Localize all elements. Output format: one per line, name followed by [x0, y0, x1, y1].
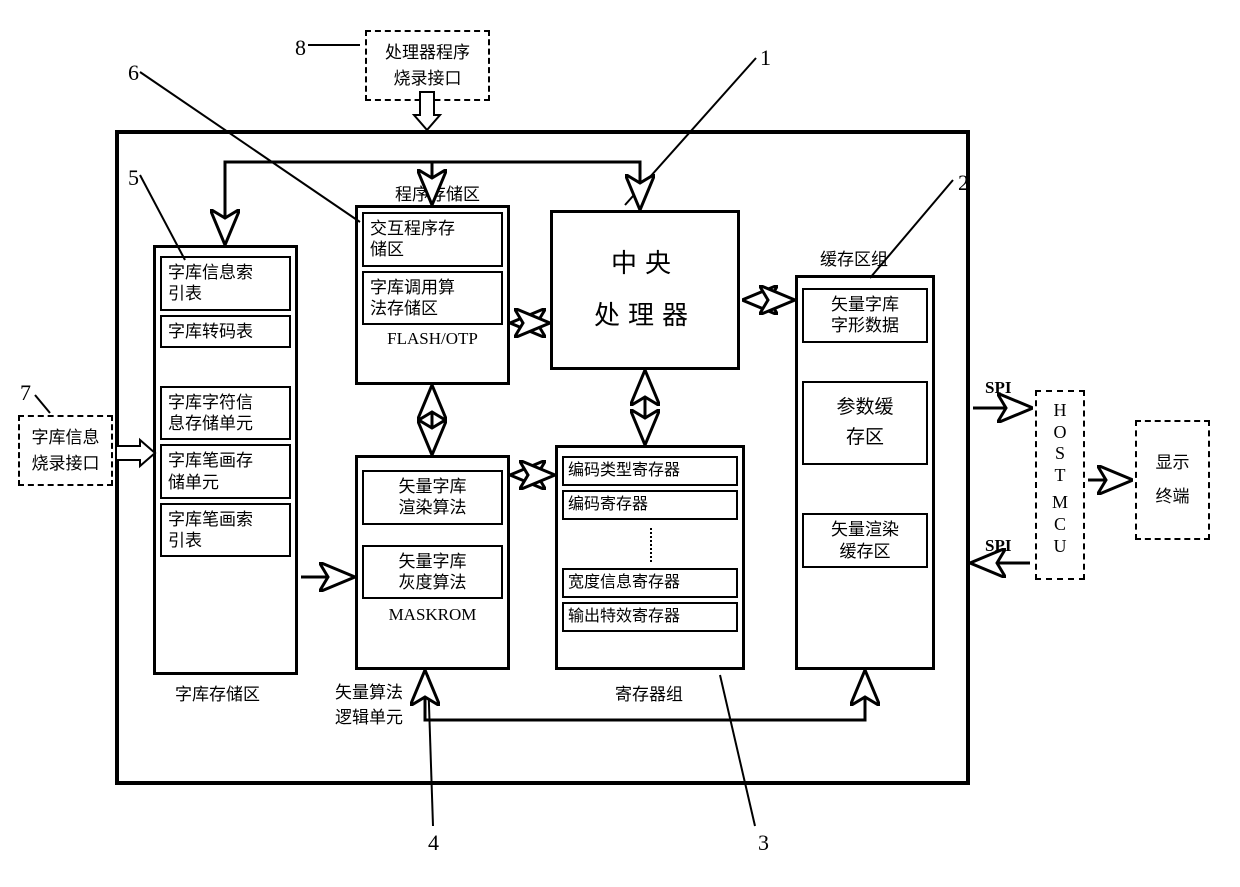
prog-storage-box: 交互程序存储区 字库调用算法存储区 FLASH/OTP [355, 205, 510, 385]
callout-6: 6 [128, 60, 139, 86]
cpu-label: 中央处理器 [594, 238, 696, 342]
font-b4: 字库笔画存储单元 [160, 444, 291, 499]
cpu-box: 中央处理器 [550, 210, 740, 370]
spi-bottom: SPI [985, 536, 1011, 556]
reg-b2: 编码寄存器 [562, 490, 738, 520]
prog-box1: 交互程序存储区 [362, 212, 503, 267]
display-terminal-label: 显示终端 [1156, 446, 1190, 514]
cache-b1: 矢量字库字形数据 [802, 288, 928, 343]
display-terminal-box: 显示终端 [1135, 420, 1210, 540]
font-storage-box: 字库信息索引表 字库转码表 字库字符信息存储单元 字库笔画存储单元 字库笔画索引… [153, 245, 298, 675]
spi-top: SPI [985, 378, 1011, 398]
reg-b1: 编码类型寄存器 [562, 456, 738, 486]
callout-7: 7 [20, 380, 31, 406]
prog-sub: FLASH/OTP [358, 329, 507, 349]
cache-box: 矢量字库字形数据 参数缓存区 矢量渲染缓存区 [795, 275, 935, 670]
maskrom-sub: MASKROM [358, 605, 507, 625]
callout-5: 5 [128, 165, 139, 191]
register-box: 编码类型寄存器 编码寄存器 宽度信息寄存器 输出特效寄存器 [555, 445, 745, 670]
proc-burn-label: 处理器程序烧录接口 [385, 43, 470, 88]
reg-b4: 输出特效寄存器 [562, 602, 738, 632]
callout-1: 1 [760, 45, 771, 71]
font-burn-label: 字库信息烧录接口 [32, 428, 100, 473]
proc-burn-box: 处理器程序烧录接口 [365, 30, 490, 101]
font-burn-box: 字库信息烧录接口 [18, 415, 113, 486]
font-storage-title: 字库存储区 [175, 680, 260, 705]
prog-box2: 字库调用算法存储区 [362, 271, 503, 326]
reg-b3: 宽度信息寄存器 [562, 568, 738, 598]
prog-storage-title: 程序存储区 [395, 180, 480, 205]
maskrom-b1: 矢量字库渲染算法 [362, 470, 503, 525]
maskrom-box: 矢量字库渲染算法 矢量字库灰度算法 MASKROM [355, 455, 510, 670]
callout-3: 3 [758, 830, 769, 856]
cache-b3: 矢量渲染缓存区 [802, 513, 928, 568]
diagram-root: 处理器程序烧录接口 字库信息烧录接口 HOSTMCU 显示终端 中央处理器 程序… [0, 0, 1240, 887]
font-b2: 字库转码表 [160, 315, 291, 348]
font-b3: 字库字符信息存储单元 [160, 386, 291, 441]
maskrom-below1: 矢量算法 [335, 678, 403, 703]
maskrom-below2: 逻辑单元 [335, 703, 403, 728]
maskrom-b2: 矢量字库灰度算法 [362, 545, 503, 600]
cache-title: 缓存区组 [820, 245, 888, 270]
register-title: 寄存器组 [615, 680, 683, 705]
font-b5: 字库笔画索引表 [160, 503, 291, 558]
callout-4: 4 [428, 830, 439, 856]
callout-2: 2 [958, 170, 969, 196]
cache-b2: 参数缓存区 [802, 381, 928, 466]
host-mcu-box: HOSTMCU [1035, 390, 1085, 580]
font-b1: 字库信息索引表 [160, 256, 291, 311]
callout-8: 8 [295, 35, 306, 61]
